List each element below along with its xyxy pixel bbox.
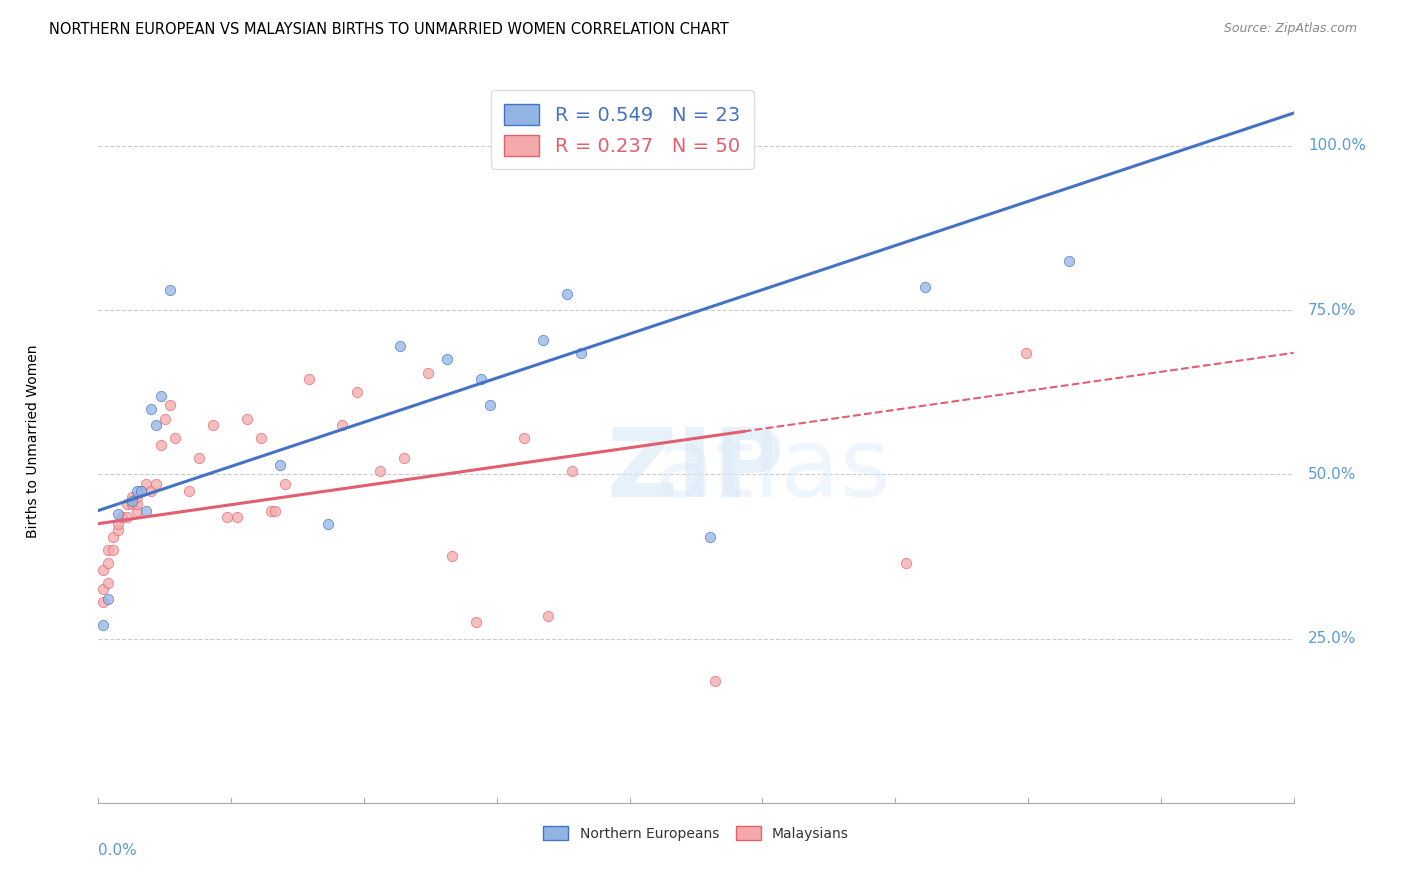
Text: 100.0%: 100.0% [1308, 138, 1365, 153]
Text: ZIP: ZIP [607, 424, 785, 517]
Point [121, 497, 143, 511]
Point [1057, 254, 1080, 268]
Point [436, 352, 458, 367]
Point [561, 464, 583, 478]
Point [97, 542, 120, 557]
Point [330, 418, 353, 433]
Point [139, 483, 162, 498]
Point [298, 372, 321, 386]
Point [91, 618, 114, 632]
Point [135, 477, 157, 491]
Point [226, 510, 249, 524]
Point [91, 595, 114, 609]
Point [97, 556, 120, 570]
Point [91, 582, 114, 597]
Point [107, 516, 129, 531]
Point [259, 503, 281, 517]
Text: 0.0%: 0.0% [98, 843, 138, 857]
Point [115, 510, 138, 524]
Point [537, 608, 560, 623]
Point [202, 418, 225, 433]
Point [145, 418, 167, 433]
Point [418, 366, 440, 380]
Point [274, 477, 297, 491]
Point [394, 450, 416, 465]
Point [704, 674, 727, 689]
Text: Births to Unmarried Women: Births to Unmarried Women [25, 345, 39, 538]
Point [149, 388, 172, 402]
Point [101, 542, 124, 557]
Point [914, 280, 936, 294]
Point [121, 491, 143, 505]
Point [111, 510, 134, 524]
Point [121, 493, 143, 508]
Point [388, 339, 411, 353]
Point [555, 286, 578, 301]
Point [125, 503, 148, 517]
Point [125, 483, 148, 498]
Point [465, 615, 488, 630]
Point [97, 575, 120, 590]
Point [479, 398, 502, 412]
Point [107, 507, 129, 521]
Point [470, 372, 492, 386]
Point [179, 483, 201, 498]
Point [235, 411, 257, 425]
Point [155, 411, 177, 425]
Point [97, 592, 120, 607]
Point [513, 431, 536, 445]
Point [159, 284, 181, 298]
Point [125, 497, 148, 511]
Point [91, 563, 114, 577]
Legend: Northern Europeans, Malaysians: Northern Europeans, Malaysians [538, 821, 853, 847]
Point [135, 503, 157, 517]
Text: Source: ZipAtlas.com: Source: ZipAtlas.com [1223, 22, 1357, 36]
Point [149, 438, 172, 452]
Text: 50.0%: 50.0% [1308, 467, 1357, 482]
Point [569, 346, 592, 360]
Point [346, 385, 368, 400]
Point [125, 491, 148, 505]
Point [217, 510, 239, 524]
Point [107, 523, 129, 537]
Point [269, 458, 291, 472]
Point [101, 530, 124, 544]
Text: atlas: atlas [501, 424, 891, 517]
Point [441, 549, 464, 564]
Point [145, 477, 167, 491]
Point [131, 483, 153, 498]
Point [250, 431, 273, 445]
Text: 75.0%: 75.0% [1308, 302, 1357, 318]
Point [115, 497, 138, 511]
Point [896, 556, 918, 570]
Text: 25.0%: 25.0% [1308, 632, 1357, 646]
Point [159, 398, 181, 412]
Point [699, 530, 721, 544]
Point [163, 431, 186, 445]
Point [370, 464, 392, 478]
Point [131, 483, 153, 498]
Point [316, 516, 339, 531]
Point [531, 333, 554, 347]
Point [139, 401, 162, 416]
Point [264, 503, 287, 517]
Text: NORTHERN EUROPEAN VS MALAYSIAN BIRTHS TO UNMARRIED WOMEN CORRELATION CHART: NORTHERN EUROPEAN VS MALAYSIAN BIRTHS TO… [49, 22, 728, 37]
Point [187, 450, 209, 465]
Point [1015, 346, 1038, 360]
